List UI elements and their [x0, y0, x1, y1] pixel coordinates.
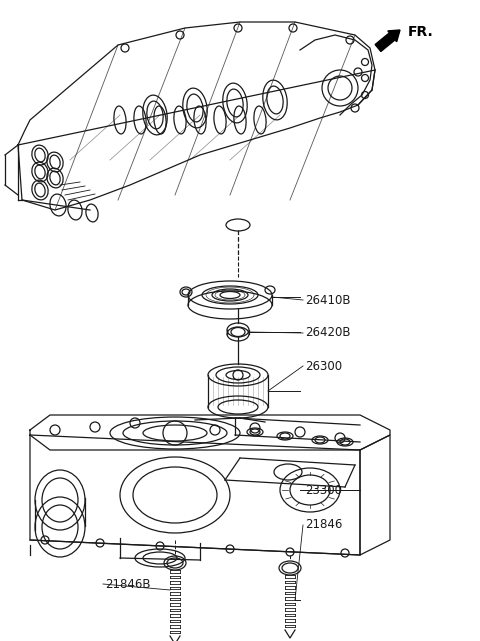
Text: 26410B: 26410B: [305, 294, 350, 306]
FancyArrow shape: [375, 30, 400, 51]
Text: 26420B: 26420B: [305, 326, 350, 340]
Text: 21846B: 21846B: [105, 578, 151, 590]
Text: 26300: 26300: [305, 360, 342, 372]
Text: FR.: FR.: [408, 25, 434, 39]
Text: 21846: 21846: [305, 519, 342, 531]
Text: 23300: 23300: [305, 483, 342, 497]
